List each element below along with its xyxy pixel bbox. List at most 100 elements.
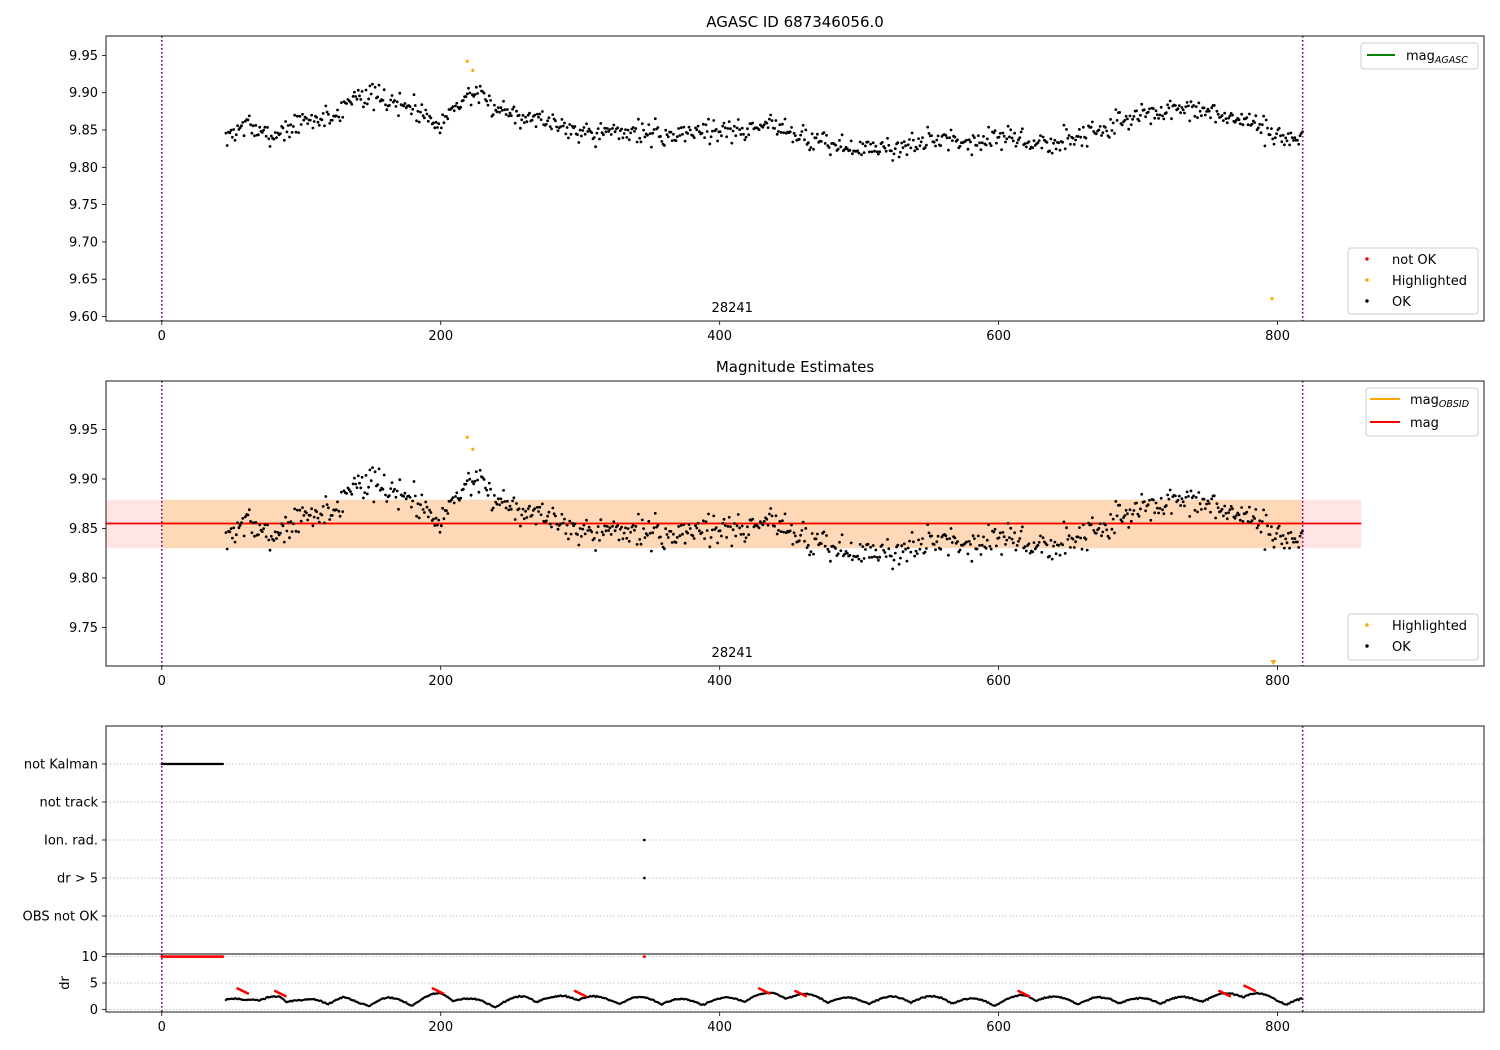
ok-point bbox=[909, 550, 913, 554]
ok-point bbox=[1063, 552, 1067, 555]
ok-point bbox=[469, 493, 473, 497]
ok-point bbox=[1052, 544, 1055, 548]
ok-point bbox=[564, 132, 568, 136]
ok-point bbox=[471, 480, 474, 483]
ok-point bbox=[556, 129, 560, 133]
ok-point bbox=[469, 103, 473, 107]
ok-point bbox=[1293, 537, 1297, 540]
ok-point bbox=[635, 140, 639, 144]
ok-point bbox=[498, 503, 501, 507]
ok-point bbox=[980, 141, 984, 145]
ok-point bbox=[1209, 116, 1212, 120]
ok-point bbox=[1189, 489, 1193, 493]
ok-point bbox=[631, 523, 635, 527]
ok-point bbox=[1080, 547, 1084, 551]
dr-notok-point bbox=[1228, 994, 1232, 998]
ok-point bbox=[1264, 513, 1268, 517]
ok-point bbox=[1289, 531, 1293, 534]
ok-point bbox=[1023, 545, 1027, 548]
ok-point bbox=[1206, 499, 1210, 503]
ok-point bbox=[354, 95, 358, 98]
ok-point bbox=[782, 131, 786, 135]
ok-point bbox=[473, 93, 477, 96]
ok-point bbox=[720, 534, 723, 538]
ok-point bbox=[368, 84, 372, 88]
ok-point bbox=[648, 531, 652, 535]
ok-point bbox=[1113, 132, 1116, 135]
ok-point bbox=[1101, 131, 1105, 135]
ok-point bbox=[258, 523, 262, 527]
ok-point bbox=[544, 519, 548, 523]
ok-point bbox=[464, 482, 468, 486]
ok-point bbox=[935, 138, 939, 142]
ok-point bbox=[934, 144, 937, 148]
ok-point bbox=[781, 519, 784, 523]
ok-point bbox=[993, 527, 997, 531]
ok-point bbox=[341, 115, 345, 119]
ok-point bbox=[358, 94, 361, 98]
ok-point bbox=[1196, 116, 1199, 119]
ok-point bbox=[640, 122, 644, 125]
ok-point bbox=[425, 505, 429, 509]
ok-point bbox=[633, 129, 636, 133]
ok-point bbox=[232, 128, 236, 131]
ok-point bbox=[459, 105, 463, 109]
ok-point bbox=[892, 558, 896, 562]
ok-point bbox=[325, 110, 329, 114]
ok-point bbox=[781, 122, 784, 126]
ok-point bbox=[733, 522, 736, 525]
highlighted-point bbox=[465, 59, 469, 63]
ok-point bbox=[794, 134, 797, 138]
ok-point bbox=[822, 530, 826, 534]
ok-point bbox=[783, 117, 787, 121]
ok-point bbox=[1174, 104, 1177, 107]
ok-point bbox=[519, 524, 522, 528]
ok-point bbox=[377, 83, 381, 87]
ok-point bbox=[902, 140, 906, 144]
ok-point bbox=[402, 495, 406, 498]
ok-point bbox=[398, 91, 402, 95]
ok-point bbox=[415, 514, 418, 518]
ok-point bbox=[1251, 515, 1255, 518]
chart-title: Magnitude Estimates bbox=[716, 358, 874, 376]
ok-point bbox=[884, 149, 888, 153]
ok-point bbox=[1210, 497, 1214, 501]
ok-point bbox=[893, 551, 897, 555]
ok-point bbox=[279, 132, 282, 136]
ok-point bbox=[1054, 147, 1058, 151]
ok-point bbox=[978, 141, 981, 145]
ok-point bbox=[866, 542, 870, 546]
ok-point bbox=[652, 128, 656, 131]
ok-point bbox=[892, 152, 896, 156]
ok-point bbox=[681, 532, 684, 536]
ok-point bbox=[555, 125, 559, 129]
ok-point bbox=[729, 127, 732, 131]
ok-point bbox=[1111, 121, 1115, 125]
ok-point bbox=[1114, 108, 1118, 111]
ok-point bbox=[434, 120, 438, 124]
ok-point bbox=[839, 145, 843, 149]
ok-point bbox=[683, 139, 687, 143]
ok-point bbox=[578, 527, 582, 530]
ok-point bbox=[804, 128, 808, 132]
ok-point bbox=[1246, 123, 1250, 127]
ok-point bbox=[294, 529, 298, 533]
ok-point bbox=[1164, 111, 1168, 115]
ok-point bbox=[727, 515, 731, 519]
dr-notok-point bbox=[1027, 994, 1031, 998]
ok-point bbox=[1179, 504, 1182, 507]
ok-point bbox=[504, 506, 508, 510]
ok-point bbox=[766, 523, 770, 527]
ok-point bbox=[700, 131, 704, 135]
ok-point bbox=[1198, 502, 1202, 506]
ok-point bbox=[988, 545, 992, 548]
ok-point bbox=[688, 527, 692, 530]
ok-point bbox=[803, 539, 806, 543]
ok-point bbox=[909, 146, 913, 150]
ok-point bbox=[1205, 502, 1208, 506]
ok-point bbox=[1259, 131, 1263, 135]
ok-point bbox=[1058, 148, 1062, 152]
ok-point bbox=[1292, 540, 1295, 544]
ok-point bbox=[819, 140, 823, 143]
ok-point bbox=[1109, 118, 1112, 121]
